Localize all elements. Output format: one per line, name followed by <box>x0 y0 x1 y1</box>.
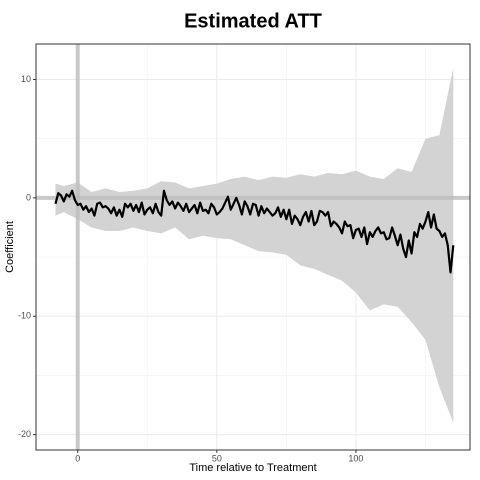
y-axis-label: Coefficient <box>4 221 16 273</box>
y-tick-label: 0 <box>26 192 31 202</box>
x-tick-label: 0 <box>75 453 80 463</box>
y-tick-label: 10 <box>21 74 31 84</box>
x-tick-label: 50 <box>212 453 222 463</box>
confidence-band <box>55 67 454 423</box>
chart-title: Estimated ATT <box>184 10 322 32</box>
y-tick-label: -10 <box>18 311 31 321</box>
panel-border <box>35 43 471 451</box>
line <box>54 189 455 274</box>
x-tick-label: 100 <box>348 453 363 463</box>
x-axis-label: Time relative to Treatment <box>189 462 316 474</box>
y-tick-label: -20 <box>18 429 31 439</box>
